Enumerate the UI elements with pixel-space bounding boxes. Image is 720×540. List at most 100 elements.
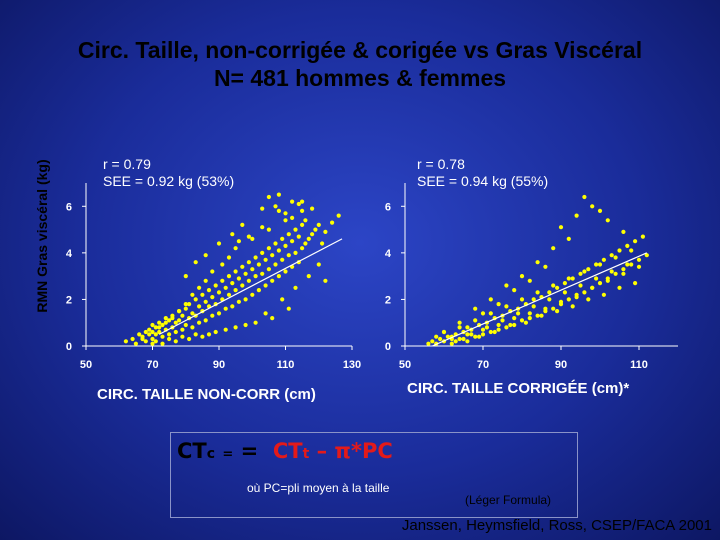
chart1-point	[263, 257, 268, 262]
leger-formula-label: (Léger Formula)	[465, 493, 552, 507]
chart1-point	[197, 304, 202, 309]
chart1-point	[243, 297, 248, 302]
chart1-point	[226, 274, 232, 279]
chart1-point	[280, 236, 285, 241]
chart1-point	[246, 234, 251, 239]
chart2-point	[457, 320, 462, 325]
chart1-point	[213, 329, 218, 335]
chart2-point	[551, 283, 556, 288]
chart1-point	[240, 283, 245, 288]
chart1-point	[246, 278, 251, 283]
citation: Janssen, Heymsfield, Ross, CSEP/FACA 200…	[401, 517, 712, 534]
chart1-point	[150, 322, 155, 328]
chart1-point	[300, 222, 305, 227]
formula-ctc-sub: c	[206, 446, 216, 462]
chart2-point	[539, 313, 544, 318]
chart1-point	[313, 227, 318, 232]
chart2-point	[512, 316, 517, 321]
chart2-point	[535, 260, 540, 265]
formula-ct-text: CT	[272, 439, 303, 463]
chart1-point	[210, 269, 215, 274]
chart1-point	[283, 211, 288, 216]
chart2-point	[617, 285, 622, 290]
formula-equals-small: =	[222, 447, 234, 462]
chart2-see-value: SEE = 0.94 kg (55%)	[417, 173, 549, 189]
chart2-point	[601, 257, 607, 262]
chart2-point	[582, 290, 587, 295]
chart1-point	[230, 281, 235, 286]
formula: CTc = = CTt – π*PC	[177, 439, 393, 463]
formula-ct-sub: t	[302, 446, 310, 462]
chart2-point	[430, 339, 435, 344]
chart2-point	[434, 334, 439, 339]
chart1-point	[296, 234, 301, 239]
chart2-point	[633, 239, 638, 244]
chart1-point	[160, 341, 165, 346]
chart2-point	[488, 329, 493, 335]
chart2-point	[594, 262, 599, 267]
chart2-point	[504, 325, 509, 330]
chart1-stats: r = 0.79 SEE = 0.92 kg (53%)	[103, 156, 234, 190]
chart1-point	[223, 306, 228, 311]
chart1-point	[300, 246, 305, 251]
chart2-r-value: r = 0.78	[417, 156, 465, 172]
chart2-point	[519, 318, 525, 323]
chart-title-line-2: N= 481 hommes & femmes	[213, 65, 507, 91]
chart1-point	[316, 222, 321, 227]
chart1-point	[137, 332, 142, 337]
chart1-point	[323, 229, 328, 234]
chart1-point	[323, 278, 328, 283]
chart1-point	[163, 320, 168, 325]
chart2-point	[586, 267, 591, 272]
chart1-see-value: SEE = 0.92 kg (53%)	[103, 173, 235, 189]
chart1-point	[310, 206, 315, 211]
chart1-point	[153, 332, 158, 337]
chart2-point	[555, 309, 560, 314]
chart2-point	[578, 283, 583, 288]
chart2-point	[465, 325, 470, 330]
chart1-point	[190, 292, 195, 297]
chart1-point	[276, 248, 281, 253]
chart1-point	[253, 274, 258, 279]
chart1-point	[273, 204, 278, 209]
chart2-point	[574, 213, 579, 218]
chart1-r-value: r = 0.79	[103, 156, 151, 172]
chart1-point	[183, 306, 188, 311]
chart2-point	[562, 281, 568, 286]
chart1-point	[143, 339, 148, 344]
chart2-point	[453, 339, 458, 344]
chart1-point	[163, 316, 168, 321]
chart1-point	[150, 341, 155, 346]
chart2-point	[531, 297, 536, 302]
chart2-point	[609, 253, 614, 258]
chart2-point	[597, 208, 603, 213]
chart2-point	[512, 288, 517, 293]
chart1-point	[170, 316, 175, 321]
chart2-point	[473, 334, 478, 339]
chart1-point	[243, 271, 248, 276]
formula-equals: =	[240, 439, 259, 463]
chart2-point	[609, 269, 614, 274]
chart1-point	[193, 332, 198, 337]
chart2-point	[605, 218, 610, 223]
chart1-point	[276, 192, 281, 197]
chart1-point	[177, 318, 182, 323]
chart2-point	[621, 267, 626, 272]
chart-title-line-1: Circ. Taille, non-corrigée & corigée vs …	[77, 37, 643, 63]
chart1-point	[246, 260, 251, 265]
chart1-point	[223, 327, 228, 332]
chart2-point	[480, 327, 486, 332]
chart1-point	[303, 218, 308, 223]
chart2-x-tick-label: 70	[477, 359, 489, 371]
chart2-point	[519, 297, 525, 302]
chart1-point	[260, 225, 265, 230]
chart2-point	[582, 194, 587, 200]
chart1-point	[197, 285, 202, 290]
chart2-point	[480, 311, 486, 316]
chart2-point	[469, 332, 474, 337]
chart1-point	[293, 227, 298, 232]
chart2-point	[527, 278, 532, 283]
chart1-point	[280, 297, 285, 302]
chart2-point	[457, 325, 462, 330]
